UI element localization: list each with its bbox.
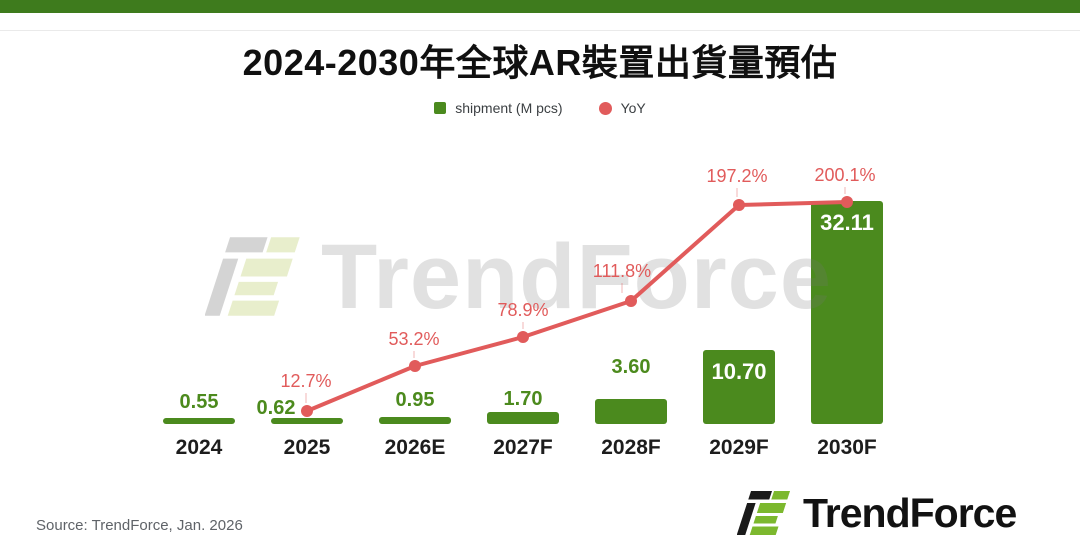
- yoy-data-point-2025: [301, 405, 313, 417]
- x-axis-label-2030F: 2030F: [817, 436, 877, 459]
- yoy-data-point-2028F: [625, 295, 637, 307]
- yoy-value-label: 78.9%: [497, 300, 549, 320]
- trendforce-logo-text: TrendForce: [803, 489, 1017, 536]
- bar-value-label: 0.55: [179, 391, 219, 413]
- x-axis-label-2026E: 2026E: [384, 436, 446, 459]
- x-axis-label-2025: 2025: [283, 436, 331, 459]
- legend-yoy-label: YoY: [620, 100, 646, 116]
- trendforce-logo: TrendForce: [737, 488, 1017, 538]
- bar-value-label: 3.60: [611, 356, 651, 378]
- yoy-value-label: 200.1%: [814, 165, 876, 185]
- bar-value-label: 1.70: [503, 388, 543, 410]
- bar-2026E: [379, 417, 451, 424]
- bar-2030F: [811, 201, 883, 424]
- yoy-value-label: 111.8%: [592, 261, 652, 281]
- bar-value-label: 32.11: [820, 210, 874, 235]
- bar-value-label: 0.95: [395, 389, 435, 411]
- yoy-value-label: 53.2%: [388, 329, 440, 349]
- trendforce-logo-icon: [737, 491, 791, 535]
- legend-yoy-swatch-icon: [598, 101, 612, 115]
- chart-title: 2024-2030年全球AR裝置出貨量預估: [242, 42, 838, 83]
- bar-value-label: 0.62: [256, 397, 296, 419]
- bar-2025: [271, 418, 343, 424]
- legend-shipment-label: shipment (M pcs): [455, 100, 563, 116]
- yoy-data-point-2030F: [841, 196, 853, 208]
- bar-2024: [163, 418, 235, 424]
- legend-shipment-swatch-icon: [434, 102, 447, 114]
- bar-2028F: [595, 399, 667, 424]
- header-divider: [0, 30, 1080, 31]
- x-axis-label-2028F: 2028F: [601, 436, 661, 459]
- yoy-data-point-2026E: [409, 360, 421, 372]
- yoy-value-label: 197.2%: [706, 166, 768, 186]
- x-axis-label-2024: 2024: [175, 436, 223, 459]
- bar-2029F: [703, 350, 775, 424]
- top-accent-bar: [0, 0, 1080, 13]
- x-axis-label-2027F: 2027F: [493, 436, 553, 459]
- source-note: Source: TrendForce, Jan. 2026: [36, 517, 243, 534]
- x-axis-label-2029F: 2029F: [709, 436, 769, 459]
- yoy-data-point-2029F: [733, 199, 745, 211]
- bar-2027F: [487, 412, 559, 424]
- chart-legend: shipment (M pcs) YoY: [0, 100, 1080, 116]
- yoy-value-label: 12.7%: [280, 371, 332, 391]
- bar-value-label: 10.70: [711, 359, 767, 384]
- yoy-data-point-2027F: [517, 331, 529, 343]
